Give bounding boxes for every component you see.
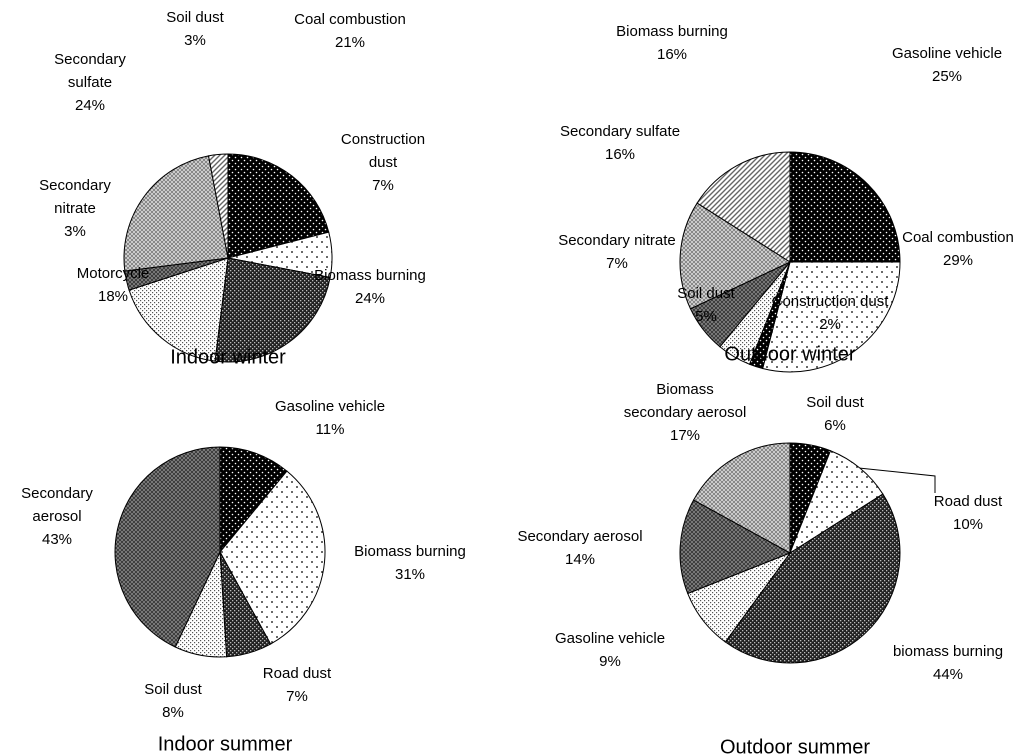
pie-slice xyxy=(692,442,791,554)
slice-label: Secondary nitrate 3% xyxy=(39,174,111,243)
slice-category: Secondary aerosol xyxy=(21,485,93,525)
slice-percent: 16% xyxy=(656,46,688,63)
slice-label: Soil dust 6% xyxy=(806,391,864,437)
slice-label: Motorcycle 18% xyxy=(77,262,150,308)
slice-label: Gasoline vehicle 11% xyxy=(275,395,385,441)
slice-label: Coal combustion 29% xyxy=(902,226,1014,272)
slice-percent: 18% xyxy=(97,288,129,305)
pie-slice xyxy=(114,446,221,648)
slice-category: biomass burning xyxy=(892,643,1004,660)
slice-category: Secondary sulfate xyxy=(54,51,126,91)
slice-percent: 21% xyxy=(334,34,366,51)
slice-percent: 8% xyxy=(162,704,184,721)
slice-percent: 6% xyxy=(824,417,846,434)
slice-label: Biomass burning 31% xyxy=(354,540,466,586)
slice-label: Construction dust 2% xyxy=(772,290,889,336)
slice-category: Construction dust xyxy=(771,293,889,310)
slice-category: Coal combustion xyxy=(902,229,1014,246)
slice-category: Soil dust xyxy=(144,681,202,698)
slice-percent: 16% xyxy=(604,146,636,163)
slice-category: Biomass burning xyxy=(616,23,728,40)
pie-title: Outdoor winter xyxy=(724,343,856,366)
slice-percent: 14% xyxy=(564,551,596,568)
pie-slice xyxy=(207,153,229,259)
slice-label: Soil dust 8% xyxy=(144,678,202,724)
slice-category: Soil dust xyxy=(166,9,224,26)
slice-label: Secondary aerosol 14% xyxy=(517,525,642,571)
slice-category: Secondary nitrate xyxy=(39,177,111,217)
slice-category: Gasoline vehicle xyxy=(274,398,386,415)
slice-label: Biomass burning 16% xyxy=(616,20,728,66)
slice-label: Soil dust 3% xyxy=(166,6,224,52)
slice-percent: 9% xyxy=(599,653,621,670)
pie-title: Outdoor summer xyxy=(719,736,871,756)
slice-percent: 43% xyxy=(41,531,73,548)
pie-slice xyxy=(789,151,901,263)
pie-slice xyxy=(227,153,330,259)
slice-percent: 7% xyxy=(286,688,308,705)
slice-category: Road dust xyxy=(933,493,1003,510)
pie-slice xyxy=(214,257,331,363)
slice-percent: 3% xyxy=(64,223,86,240)
slice-category: Soil dust xyxy=(677,285,735,302)
slice-category: Motorcycle xyxy=(76,265,150,282)
pie-slice xyxy=(128,257,229,362)
slice-category: Soil dust xyxy=(806,394,864,411)
pie-slice xyxy=(123,155,229,272)
slice-percent: 7% xyxy=(606,255,628,272)
pie-slice xyxy=(679,202,792,310)
slice-label: biomass burning 44% xyxy=(893,640,1003,686)
slice-category: Secondary aerosol xyxy=(517,528,643,545)
slice-label: Construction dust 7% xyxy=(341,128,425,197)
pie-title: Indoor winter xyxy=(170,346,286,369)
slice-percent: 31% xyxy=(394,566,426,583)
slice-percent: 11% xyxy=(315,421,345,438)
slice-percent: 10% xyxy=(952,516,984,533)
slice-percent: 44% xyxy=(932,666,964,683)
pie-slice xyxy=(219,470,326,645)
slice-percent: 17% xyxy=(669,427,701,444)
slice-percent: 5% xyxy=(695,308,717,325)
slice-label: Secondary aerosol 43% xyxy=(21,482,93,551)
pie-slice xyxy=(696,151,791,263)
slice-label: Gasoline vehicle 9% xyxy=(555,627,665,673)
slice-category: Construction dust xyxy=(340,131,426,171)
slice-label: Biomass burning 24% xyxy=(314,264,426,310)
slice-category: Biomass burning xyxy=(314,267,426,284)
slice-percent: 24% xyxy=(74,97,106,114)
slice-label: Secondary sulfate 24% xyxy=(54,48,126,117)
slice-category: Biomass burning xyxy=(354,543,466,560)
slice-percent: 7% xyxy=(372,177,394,194)
slice-percent: 2% xyxy=(819,316,841,333)
slice-percent: 25% xyxy=(931,68,963,85)
slice-label: Coal combustion 21% xyxy=(294,8,406,54)
slice-label: Road dust 7% xyxy=(263,662,331,708)
slice-label: Secondary nitrate 7% xyxy=(558,229,676,275)
slice-category: Road dust xyxy=(262,665,332,682)
slice-label: Gasoline vehicle 25% xyxy=(892,42,1002,88)
pie-slice xyxy=(762,261,901,373)
slice-percent: 29% xyxy=(942,252,974,269)
slice-category: Gasoline vehicle xyxy=(891,45,1003,62)
leader-line xyxy=(829,464,936,493)
slice-category: Gasoline vehicle xyxy=(554,630,666,647)
slice-label: Road dust 10% xyxy=(934,490,1002,536)
slice-label: Soil dust 5% xyxy=(677,282,735,328)
pie-slice xyxy=(679,499,792,595)
pie-slice xyxy=(724,493,901,664)
slice-category: Biomass secondary aerosol xyxy=(623,381,747,421)
slice-label: Biomass secondary aerosol 17% xyxy=(624,378,747,447)
pie-slice xyxy=(219,446,288,554)
slice-category: Secondary nitrate xyxy=(558,232,676,249)
slice-percent: 24% xyxy=(354,290,386,307)
slice-category: Coal combustion xyxy=(294,11,406,28)
slice-category: Secondary sulfate xyxy=(559,123,681,140)
pie-title: Indoor summer xyxy=(157,733,293,756)
slice-percent: 3% xyxy=(184,32,206,49)
slice-label: Secondary sulfate 16% xyxy=(560,120,680,166)
